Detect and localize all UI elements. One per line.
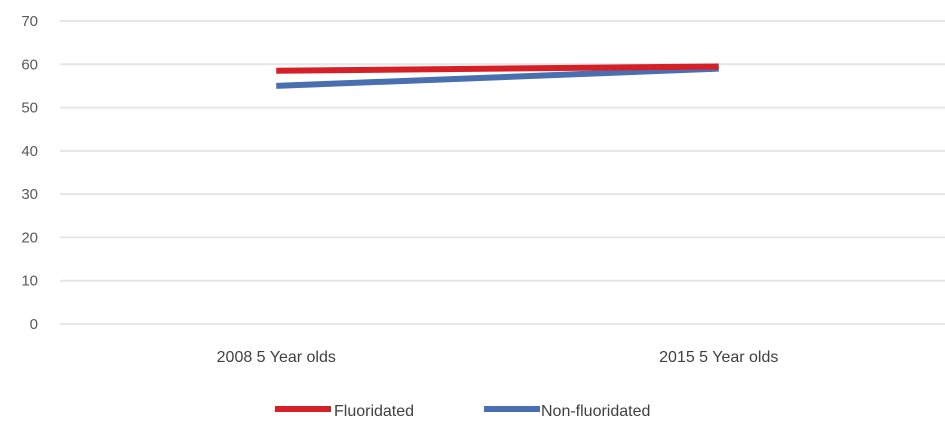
legend: Fluoridated Non-fluoridated — [275, 403, 650, 420]
y-tick-label: 70 — [21, 13, 38, 30]
series-line-fluoridated — [276, 63, 719, 74]
y-tick-label: 10 — [21, 273, 38, 290]
y-axis-ticks: 0 10 20 30 40 50 60 70 — [21, 13, 38, 333]
x-category-label: 2008 5 Year olds — [217, 349, 336, 366]
y-tick-label: 0 — [30, 316, 38, 333]
x-axis-categories: 2008 5 Year olds 2015 5 Year olds — [217, 349, 779, 366]
y-tick-label: 60 — [21, 56, 38, 73]
y-tick-label: 50 — [21, 100, 38, 117]
y-tick-label: 30 — [21, 186, 38, 203]
x-category-label: 2015 5 Year olds — [659, 349, 778, 366]
series-lines — [276, 63, 719, 89]
legend-label: Fluoridated — [334, 403, 414, 420]
series-line-non-fluoridated — [276, 65, 719, 89]
gridlines — [60, 20, 945, 325]
legend-label: Non-fluoridated — [541, 403, 650, 420]
y-tick-label: 40 — [21, 143, 38, 160]
y-tick-label: 20 — [21, 229, 38, 246]
